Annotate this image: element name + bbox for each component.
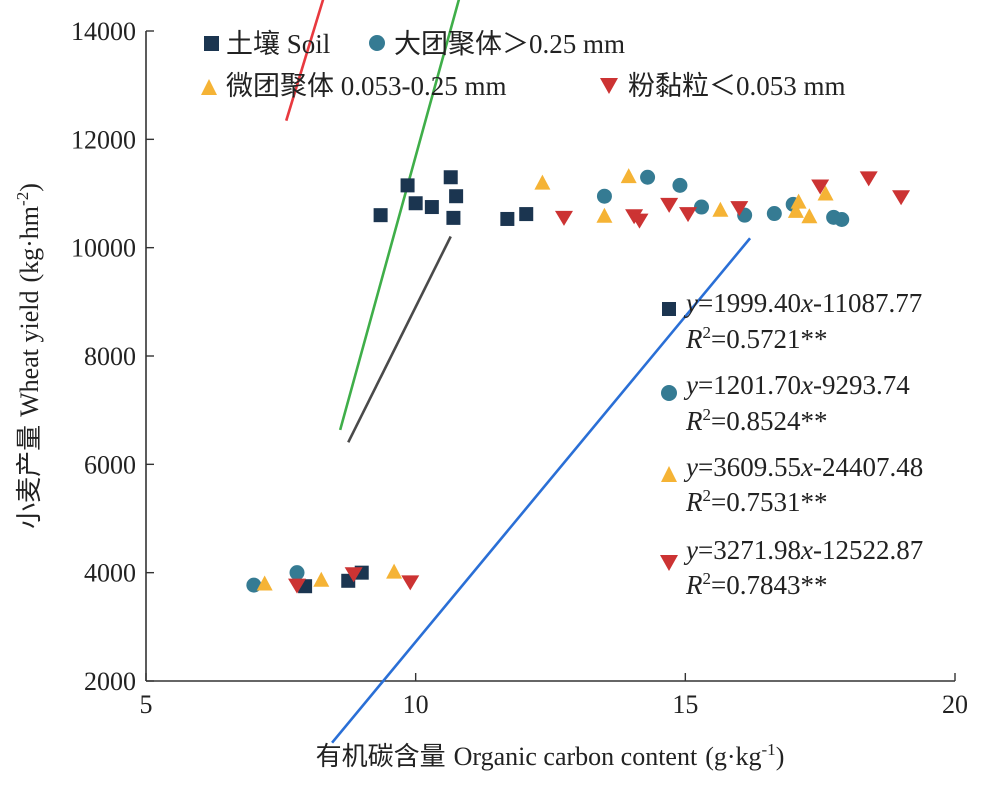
- point-circle: [766, 206, 782, 222]
- point-circle: [289, 565, 305, 581]
- point-triangle-up: [313, 571, 330, 587]
- point-circle: [694, 199, 710, 215]
- point-circle: [596, 188, 612, 204]
- y-tick-label: 4000: [84, 559, 136, 588]
- point-circle: [834, 212, 850, 227]
- equation-line: y=1201.70x-9293.74: [683, 370, 910, 400]
- equation-marker-square: [662, 302, 676, 316]
- y-tick-label: 12000: [71, 125, 136, 154]
- point-triangle-up: [787, 202, 804, 218]
- r-squared: R2=0.7843**: [685, 569, 827, 600]
- y-tick-label: 10000: [71, 234, 136, 263]
- legend-label: 粉黏粒＜0.053 mm: [628, 71, 846, 101]
- point-triangle-up: [712, 201, 729, 217]
- y-tick-label: 8000: [84, 342, 136, 371]
- point-square: [400, 178, 415, 193]
- ticks: 5 10 15 20 2000 4000 6000 8000 10000 12000 14000: [71, 17, 968, 719]
- y-axis-title: 小麦产量Wheat yield(kg·hm-2): [13, 183, 44, 529]
- fit-line: [331, 237, 752, 744]
- point-triangle-down: [554, 210, 573, 226]
- point-triangle-down: [892, 190, 911, 206]
- point-square: [500, 211, 515, 226]
- point-triangle-down: [679, 207, 698, 223]
- point-circle: [640, 169, 656, 185]
- legend-item-microaggregate: 微团聚体 0.053-0.25 mm: [201, 71, 507, 101]
- point-triangle-down: [630, 213, 649, 229]
- equation-line: y=3609.55x-24407.48: [683, 452, 923, 482]
- legend-marker-triangle-up: [201, 79, 217, 95]
- point-triangle-up: [596, 207, 613, 223]
- point-triangle-down: [401, 575, 420, 591]
- y-tick-label: 6000: [84, 450, 136, 479]
- point-triangle-up: [256, 575, 273, 591]
- y-tick-label: 14000: [71, 17, 136, 46]
- data-points: [246, 168, 911, 594]
- legend-label: 微团聚体 0.053-0.25 mm: [226, 71, 507, 101]
- point-triangle-up: [534, 174, 551, 190]
- x-tick-label: 15: [672, 690, 698, 719]
- legend-label: 土壤 Soil: [226, 29, 330, 59]
- point-triangle-up: [801, 208, 818, 224]
- point-triangle-down: [660, 197, 679, 213]
- point-square: [519, 207, 534, 222]
- equation-macroaggregate: y=1201.70x-9293.74 R2=0.8524**: [661, 370, 910, 436]
- legend-marker-triangle-down: [600, 78, 618, 94]
- point-square: [424, 200, 439, 215]
- point-triangle-down: [730, 201, 749, 217]
- point-square: [443, 170, 458, 185]
- x-tick-label: 10: [403, 690, 429, 719]
- point-triangle-up: [620, 168, 637, 184]
- point-triangle-down: [344, 567, 363, 583]
- fit-line: [338, 0, 461, 431]
- r-squared: R2=0.7531**: [685, 486, 827, 517]
- point-triangle-down: [811, 179, 830, 195]
- point-triangle-down: [859, 171, 878, 187]
- legend-marker-square: [204, 36, 219, 51]
- point-triangle-up: [817, 185, 834, 201]
- equation-marker-triangle-down: [660, 555, 678, 571]
- point-square: [446, 210, 461, 225]
- legend-item-silt-clay: 粉黏粒＜0.053 mm: [600, 71, 846, 101]
- x-tick-label: 20: [942, 690, 968, 719]
- fit-line: [284, 0, 325, 122]
- r-squared: R2=0.5721**: [685, 323, 827, 354]
- point-circle: [672, 177, 688, 193]
- equation-marker-circle: [661, 385, 677, 401]
- fit-line: [347, 235, 452, 443]
- point-square: [449, 189, 464, 204]
- regression-equations: y=1999.40x-11087.77 R2=0.5721** y=1201.7…: [660, 288, 923, 600]
- point-triangle-up: [386, 563, 403, 579]
- point-triangle-down: [288, 578, 307, 594]
- legend: 土壤 Soil 大团聚体＞0.25 mm 微团聚体 0.053-0.25 mm …: [201, 29, 846, 101]
- x-tick-label: 5: [140, 690, 153, 719]
- equation-line: y=1999.40x-11087.77: [683, 288, 922, 318]
- point-square: [408, 196, 423, 211]
- legend-item-macroaggregate: 大团聚体＞0.25 mm: [369, 29, 625, 59]
- y-tick-label: 2000: [84, 667, 136, 696]
- legend-item-soil: 土壤 Soil: [204, 29, 330, 59]
- equation-silt-clay: y=3271.98x-12522.87 R2=0.7843**: [660, 535, 923, 600]
- r-squared: R2=0.8524**: [685, 405, 827, 436]
- equation-soil: y=1999.40x-11087.77 R2=0.5721**: [662, 288, 922, 354]
- legend-marker-circle: [369, 35, 385, 51]
- point-triangle-up: [790, 193, 807, 209]
- x-axis-title: 有机碳含量 Organic carbon content (g·kg-1): [316, 740, 785, 771]
- equation-marker-triangle-up: [661, 466, 677, 482]
- equation-line: y=3271.98x-12522.87: [683, 535, 923, 565]
- equation-microaggregate: y=3609.55x-24407.48 R2=0.7531**: [661, 452, 923, 517]
- point-square: [373, 208, 388, 223]
- legend-label: 大团聚体＞0.25 mm: [394, 29, 625, 59]
